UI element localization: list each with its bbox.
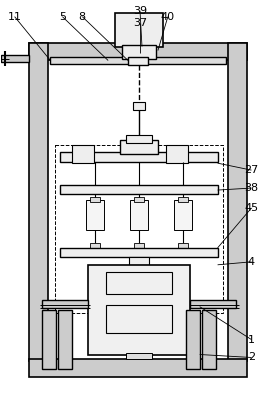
Bar bbox=[186, 310, 200, 369]
Text: 39: 39 bbox=[133, 6, 147, 16]
Bar bbox=[106, 305, 172, 332]
Bar bbox=[115, 12, 163, 46]
Bar bbox=[130, 200, 148, 230]
Bar bbox=[202, 310, 216, 369]
Bar bbox=[90, 243, 100, 248]
Bar bbox=[178, 243, 188, 248]
Text: 45: 45 bbox=[244, 203, 259, 213]
Bar bbox=[122, 44, 156, 59]
Bar bbox=[72, 145, 94, 163]
Text: 2: 2 bbox=[248, 352, 255, 362]
Bar bbox=[129, 257, 149, 265]
Text: 4: 4 bbox=[248, 257, 255, 267]
Bar bbox=[60, 185, 218, 194]
Bar bbox=[86, 200, 104, 230]
Bar bbox=[174, 200, 192, 230]
Bar bbox=[133, 103, 145, 110]
Bar bbox=[29, 43, 247, 61]
Bar bbox=[166, 145, 188, 163]
Bar bbox=[134, 243, 144, 248]
Text: 38: 38 bbox=[244, 183, 259, 193]
Text: 1: 1 bbox=[248, 334, 255, 344]
Bar bbox=[126, 352, 152, 359]
Bar bbox=[90, 197, 100, 202]
Bar bbox=[134, 197, 144, 202]
Bar bbox=[43, 310, 56, 369]
Text: 37: 37 bbox=[133, 17, 147, 28]
Text: 40: 40 bbox=[161, 12, 175, 22]
Bar bbox=[29, 359, 247, 377]
Text: 11: 11 bbox=[8, 12, 22, 22]
Bar bbox=[58, 310, 72, 369]
Bar bbox=[29, 43, 48, 361]
Bar bbox=[106, 272, 172, 294]
Bar bbox=[1, 54, 29, 63]
Bar bbox=[178, 197, 188, 202]
Bar bbox=[126, 135, 152, 143]
Text: 8: 8 bbox=[79, 12, 86, 22]
Text: 5: 5 bbox=[59, 12, 66, 22]
Bar bbox=[128, 56, 148, 66]
Bar bbox=[50, 56, 225, 64]
Bar bbox=[190, 300, 235, 308]
Bar bbox=[228, 43, 247, 361]
Bar bbox=[60, 152, 218, 162]
Bar bbox=[60, 248, 218, 257]
Bar bbox=[43, 300, 88, 308]
Bar bbox=[88, 265, 190, 354]
Bar bbox=[55, 145, 223, 312]
Text: 27: 27 bbox=[244, 165, 259, 175]
Bar bbox=[120, 140, 158, 154]
